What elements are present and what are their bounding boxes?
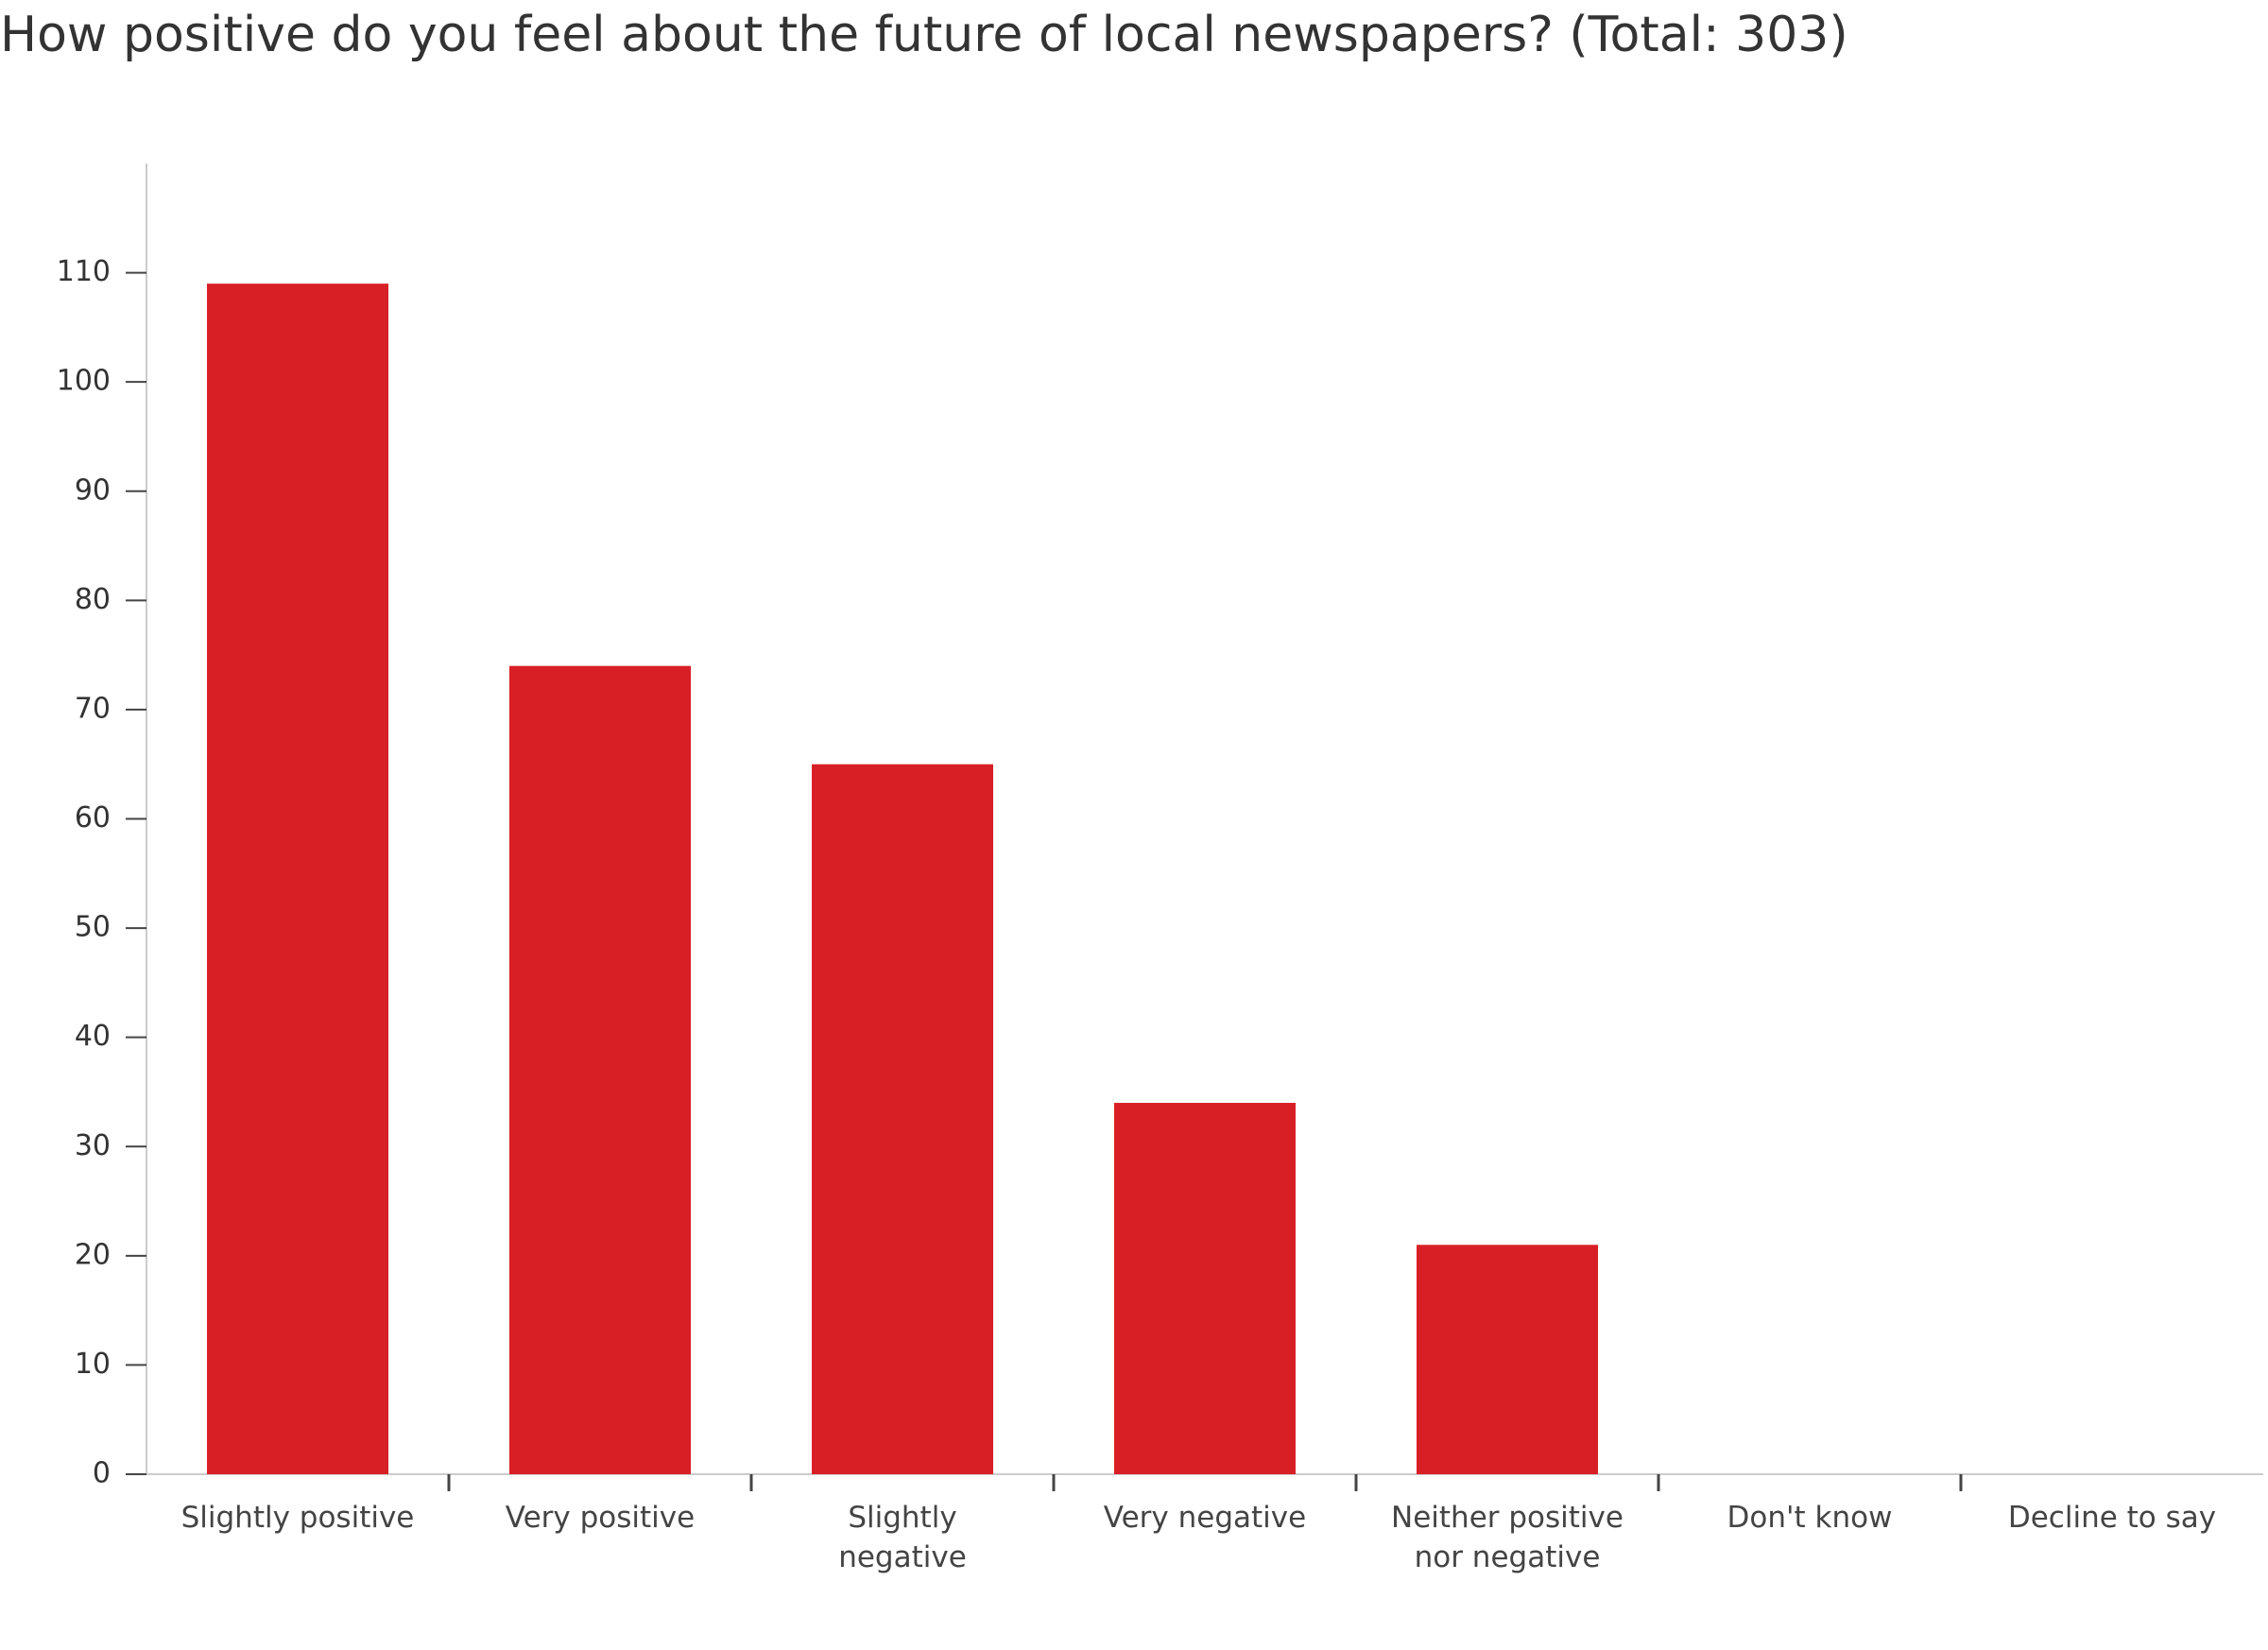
x-tick-label: Decline to say (2007, 1501, 2217, 1535)
y-tick-label: 90 (75, 473, 111, 507)
bar (509, 665, 691, 1474)
y-tick-label: 100 (57, 365, 111, 398)
chart-title: How positive do you feel about the futur… (0, 7, 1848, 63)
y-tick-label: 0 (93, 1457, 111, 1490)
y-tick-label: 20 (75, 1238, 111, 1271)
y-tick-label: 70 (75, 692, 111, 725)
x-tick-label: Slightly negative (838, 1501, 967, 1574)
x-tick-label: Slightly positive (180, 1501, 415, 1535)
x-tick-label: Neither positive nor negative (1391, 1501, 1624, 1574)
y-tick-label: 30 (75, 1129, 111, 1162)
y-tick-label: 50 (75, 911, 111, 944)
y-tick-label: 10 (75, 1348, 111, 1381)
y-tick-label: 40 (75, 1020, 111, 1053)
y-tick-label: 80 (75, 583, 111, 616)
bar (1417, 1245, 1598, 1474)
x-tick-label: Don't know (1727, 1501, 1893, 1535)
y-tick-label: 110 (57, 255, 111, 288)
x-tick-label: Very negative (1103, 1501, 1307, 1535)
bar (1114, 1103, 1296, 1474)
bar (207, 284, 388, 1475)
bar (812, 764, 993, 1474)
y-tick-label: 60 (75, 801, 111, 834)
x-tick-label: Very positive (505, 1501, 696, 1535)
